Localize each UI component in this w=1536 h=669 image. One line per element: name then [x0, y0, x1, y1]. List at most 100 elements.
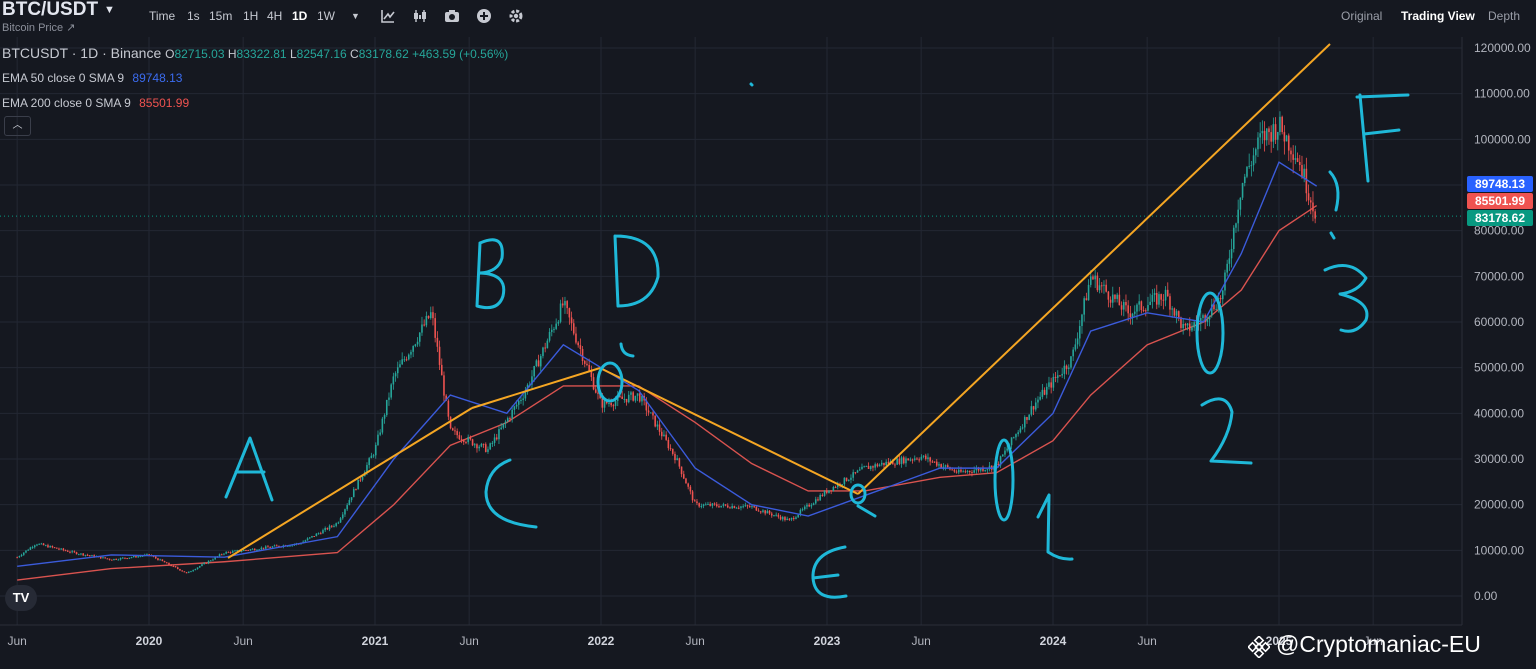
- candle-body: [564, 301, 566, 306]
- chevron-down-icon[interactable]: ▼: [104, 4, 115, 16]
- candle-body: [478, 446, 480, 449]
- trendline-b-d[interactable]: [471, 367, 601, 409]
- candle-body: [434, 318, 436, 338]
- annotation-letter-b: [475, 238, 506, 310]
- ema50-legend[interactable]: EMA 50 close 0 SMA 9 89748.13: [2, 71, 182, 85]
- candle-body: [777, 514, 780, 517]
- candle-body: [713, 503, 716, 505]
- candle-body: [608, 402, 610, 404]
- candle-body: [735, 507, 738, 509]
- timeframe-1w[interactable]: 1W: [317, 9, 335, 23]
- candle-body: [724, 504, 727, 506]
- candle-body: [473, 444, 476, 446]
- candle-body: [1127, 305, 1129, 314]
- candle-body: [1144, 310, 1147, 312]
- candle-body: [797, 514, 799, 518]
- gear-icon[interactable]: [508, 8, 524, 24]
- candle-body: [911, 459, 914, 461]
- candle-body: [236, 550, 238, 552]
- candle-body: [205, 562, 208, 564]
- candle-body: [1206, 319, 1209, 323]
- candle-body: [929, 457, 931, 462]
- candle-type-icon[interactable]: [412, 8, 428, 24]
- candle-body: [1094, 275, 1096, 280]
- trendlines[interactable]: [227, 43, 1331, 559]
- candle-body: [682, 474, 685, 479]
- candle-body: [788, 518, 791, 520]
- candle-body: [762, 510, 764, 512]
- camera-icon[interactable]: [444, 8, 460, 24]
- candle-body: [73, 551, 76, 553]
- candle-body: [795, 517, 797, 520]
- candle-body: [751, 506, 753, 508]
- candle-body: [590, 371, 593, 378]
- ema200-line[interactable]: [17, 204, 1318, 581]
- candle-body: [511, 409, 513, 419]
- add-circle-icon[interactable]: [476, 8, 492, 24]
- view-original[interactable]: Original: [1341, 9, 1383, 23]
- candle-body: [792, 517, 795, 520]
- timeframe-4h[interactable]: 4H: [267, 9, 283, 23]
- view-depth[interactable]: Depth: [1488, 9, 1521, 23]
- more-timeframes-chevron-icon[interactable]: ▼: [351, 11, 360, 21]
- ema200-legend[interactable]: EMA 200 close 0 SMA 9 85501.99: [2, 96, 189, 110]
- ema50-price-label: 89748.13: [1467, 176, 1533, 192]
- candle-body: [997, 463, 1000, 466]
- candle-body: [403, 359, 406, 361]
- candle-body: [557, 321, 560, 324]
- symbol-title[interactable]: BTC/USDT: [2, 0, 99, 20]
- candle-body: [1054, 376, 1057, 378]
- ema50-layer: [17, 161, 1318, 568]
- timeframe-1h[interactable]: 1H: [243, 9, 259, 23]
- candle-body: [396, 367, 399, 374]
- trendline-a-b[interactable]: [227, 407, 473, 559]
- y-axis[interactable]: 120000.00110000.00100000.0090000.0080000…: [1461, 37, 1531, 625]
- annotation-letter-d: [613, 234, 660, 308]
- trendline-e-top[interactable]: [857, 43, 1331, 495]
- candle-body: [907, 458, 909, 461]
- candle-body: [942, 466, 945, 468]
- candle-body: [379, 432, 381, 435]
- candle-body: [22, 552, 25, 555]
- tradingview-logo[interactable]: TV: [5, 585, 37, 611]
- annotation-number-2: [1200, 397, 1253, 465]
- candle-body: [1028, 414, 1030, 420]
- ema50-line[interactable]: [17, 161, 1318, 568]
- candle-body: [1224, 272, 1226, 291]
- candle-body: [905, 458, 907, 464]
- view-trading-view[interactable]: Trading View: [1401, 9, 1475, 23]
- candle-body: [834, 487, 837, 489]
- candle-body: [1133, 311, 1136, 314]
- annotation-arrow-e: [856, 504, 877, 518]
- y-tick-label: 120000.00: [1474, 41, 1531, 55]
- timeframe-1s[interactable]: 1s: [187, 9, 200, 23]
- candle-body: [163, 561, 166, 563]
- candle-body: [513, 406, 516, 410]
- candle-body: [1041, 389, 1044, 397]
- x-axis[interactable]: Jun 2020 Jun 2021 Jun 2022 Jun 2023 Jun 2024 Jun 20…: [0, 624, 1462, 648]
- candle-body: [18, 556, 21, 558]
- candle-body: [656, 424, 659, 427]
- candle-body: [1043, 389, 1046, 395]
- candle-body: [381, 418, 384, 433]
- candle-body: [944, 465, 947, 467]
- x-tick-label: Jun: [1363, 634, 1382, 648]
- candle-body: [130, 557, 133, 559]
- candle-body: [242, 549, 245, 551]
- candle-body: [366, 465, 368, 473]
- indicators-icon[interactable]: [380, 8, 396, 24]
- candle-body: [702, 504, 705, 506]
- candle-body: [876, 464, 879, 467]
- candle-body: [896, 458, 898, 465]
- candle-body: [44, 545, 47, 547]
- candle-body: [31, 547, 34, 549]
- timeframe-time[interactable]: Time: [149, 9, 176, 23]
- y-tick-label: 10000.00: [1474, 543, 1524, 557]
- candle-body: [267, 546, 269, 548]
- timeframe-15m[interactable]: 15m: [209, 9, 233, 23]
- candle-body: [423, 324, 425, 326]
- timeframe-1d[interactable]: 1D: [292, 9, 308, 23]
- collapse-legend-chevron-up-icon[interactable]: ︿: [4, 116, 31, 136]
- trendline-d-e[interactable]: [599, 367, 859, 495]
